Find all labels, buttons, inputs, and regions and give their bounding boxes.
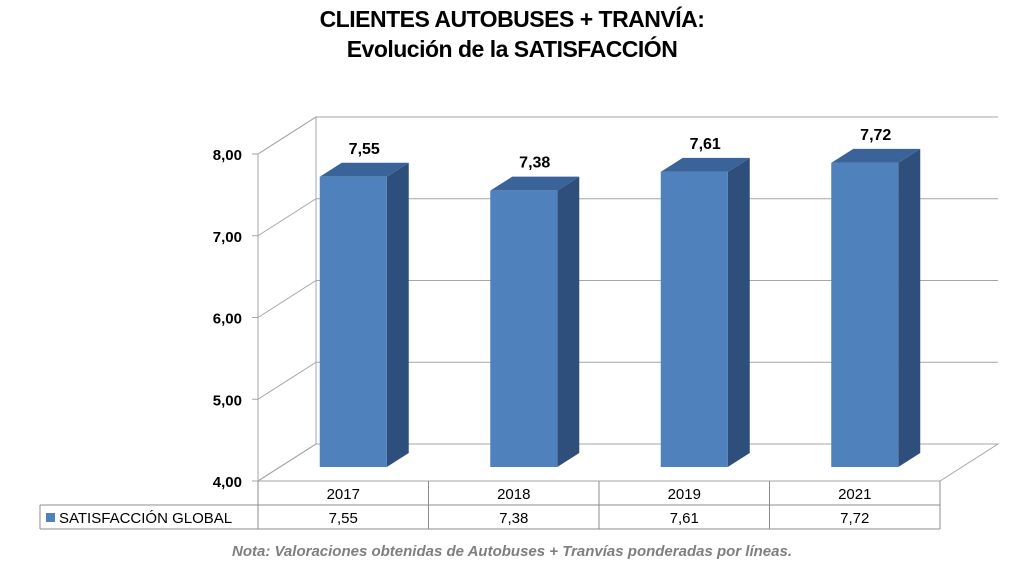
x-tick-label: 2021 xyxy=(838,486,871,503)
chart-title-line-1: CLIENTES AUTOBUSES + TRANVÍA: xyxy=(319,6,705,32)
bar-side xyxy=(557,176,580,467)
table-value: 7,38 xyxy=(499,510,528,527)
gridline xyxy=(257,280,998,318)
data-label: 7,61 xyxy=(690,136,721,153)
gridline xyxy=(257,361,998,400)
floor xyxy=(256,443,1000,482)
bar xyxy=(490,190,558,467)
y-tick-label: 4,00 xyxy=(213,474,242,491)
x-tick-label: 2018 xyxy=(497,486,530,503)
bar-chart: 4,00 5,00 6,00 7,00 8,00 7,55 7,38 7,61 7,72 2017… xyxy=(39,116,1000,530)
bar xyxy=(660,171,728,467)
bar-top xyxy=(319,162,409,177)
gridline xyxy=(257,198,998,237)
bar-side xyxy=(386,162,409,467)
x-tick-label: 2019 xyxy=(668,486,701,503)
table-value: 7,72 xyxy=(840,510,869,527)
table-value: 7,55 xyxy=(329,510,358,527)
y-tick-label: 7,00 xyxy=(213,229,242,246)
y-tick-label: 8,00 xyxy=(213,147,242,164)
bar-top xyxy=(660,157,750,172)
table-value: 7,61 xyxy=(670,510,699,527)
legend-swatch xyxy=(46,513,55,522)
gridline xyxy=(257,116,998,155)
y-tick-label: 6,00 xyxy=(213,311,242,328)
legend-label: SATISFACCIÓN GLOBAL xyxy=(59,510,232,527)
y-tick-label: 5,00 xyxy=(213,392,242,409)
bar-side xyxy=(898,148,921,467)
data-label: 7,72 xyxy=(860,127,891,144)
bar xyxy=(319,176,387,467)
x-tick-label: 2017 xyxy=(327,486,360,503)
bar xyxy=(831,162,899,467)
data-label: 7,38 xyxy=(519,155,550,172)
chart-title-line-2: Evolución de la SATISFACCIÓN xyxy=(346,36,678,62)
bar-side xyxy=(727,157,750,467)
data-label: 7,55 xyxy=(349,141,380,158)
bar-top xyxy=(831,148,921,163)
footnote: Nota: Valoraciones obtenidas de Autobuse… xyxy=(231,543,792,560)
bar-top xyxy=(490,176,580,191)
